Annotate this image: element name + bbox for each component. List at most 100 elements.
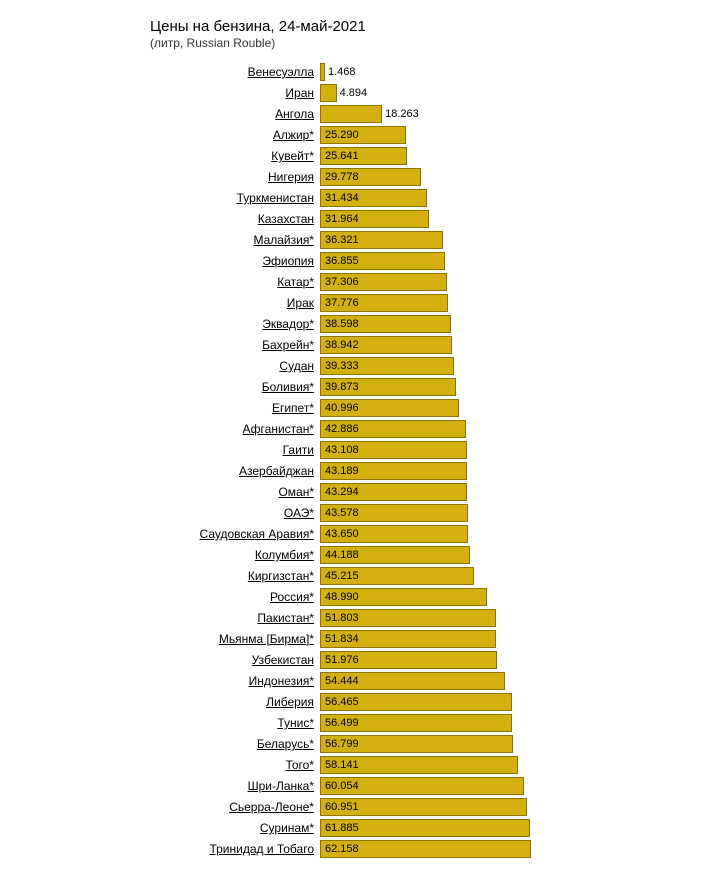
country-link[interactable]: Гаити: [283, 443, 314, 457]
chart-title: Цены на бензина, 24-май-2021: [150, 18, 714, 35]
bar: 45.215: [320, 567, 474, 585]
country-link[interactable]: Россия*: [270, 590, 314, 604]
bar-cell: 36.855: [320, 252, 660, 270]
row-label-cell: Того*: [10, 758, 320, 772]
bar: 39.873: [320, 378, 456, 396]
country-link[interactable]: Ирак: [287, 296, 314, 310]
bar-cell: 29.778: [320, 168, 660, 186]
bar-value: 4.894: [340, 87, 368, 99]
bar-cell: 60.951: [320, 798, 660, 816]
bar: 31.434: [320, 189, 427, 207]
bar-cell: 58.141: [320, 756, 660, 774]
country-link[interactable]: Пакистан*: [257, 611, 314, 625]
bar-cell: 1.468: [320, 63, 660, 81]
bar-value: 43.578: [325, 507, 359, 519]
chart-container: Цены на бензина, 24-май-2021 (литр, Russ…: [0, 0, 724, 870]
country-link[interactable]: Оман*: [278, 485, 314, 499]
country-link[interactable]: Саудовская Аравия*: [200, 527, 314, 541]
country-link[interactable]: Азербайджан: [239, 464, 314, 478]
chart-row: Судан 39.333: [10, 356, 714, 376]
bar: 40.996: [320, 399, 459, 417]
chart-row: Казахстан 31.964: [10, 209, 714, 229]
bar-value: 36.855: [325, 255, 359, 267]
country-link[interactable]: Шри-Ланка*: [248, 779, 314, 793]
country-link[interactable]: Нигерия: [268, 170, 314, 184]
country-link[interactable]: Катар*: [277, 275, 314, 289]
country-link[interactable]: Венесуэлла: [248, 65, 314, 79]
country-link[interactable]: Индонезия*: [249, 674, 314, 688]
country-link[interactable]: Киргизстан*: [248, 569, 314, 583]
bar-value: 43.650: [325, 528, 359, 540]
country-link[interactable]: Того*: [285, 758, 314, 772]
country-link[interactable]: Иран: [285, 86, 314, 100]
bar: 38.942: [320, 336, 452, 354]
bar: 61.885: [320, 819, 530, 837]
bar: 56.465: [320, 693, 512, 711]
bar-value: 43.108: [325, 444, 359, 456]
country-link[interactable]: Эфиопия: [262, 254, 314, 268]
country-link[interactable]: Афганистан*: [243, 422, 314, 436]
bar: 1.468: [320, 63, 325, 81]
country-link[interactable]: Сьерра-Леоне*: [229, 800, 314, 814]
country-link[interactable]: Малайзия*: [253, 233, 314, 247]
country-link[interactable]: Ангола: [275, 107, 314, 121]
country-link[interactable]: Алжир*: [273, 128, 314, 142]
row-label-cell: Судан: [10, 359, 320, 373]
chart-row: Эфиопия 36.855: [10, 251, 714, 271]
bar-cell: 51.976: [320, 651, 660, 669]
country-link[interactable]: Бахрейн*: [262, 338, 314, 352]
chart-row: Боливия* 39.873: [10, 377, 714, 397]
bar-value: 25.641: [325, 150, 359, 162]
row-label-cell: Нигерия: [10, 170, 320, 184]
bar-value: 62.158: [325, 843, 359, 855]
bar: 56.799: [320, 735, 513, 753]
country-link[interactable]: Судан: [279, 359, 314, 373]
chart-row: Эквадор*38.598: [10, 314, 714, 334]
chart-row: Ангола 18.263: [10, 104, 714, 124]
country-link[interactable]: Казахстан: [258, 212, 314, 226]
bar-value: 48.990: [325, 591, 359, 603]
country-link[interactable]: Либерия: [266, 695, 314, 709]
country-link[interactable]: Беларусь*: [257, 737, 314, 751]
bar-cell: 62.158: [320, 840, 660, 858]
bar-cell: 36.321: [320, 231, 660, 249]
country-link[interactable]: Тринидад и Тобаго: [209, 842, 314, 856]
chart-row: Индонезия*54.444: [10, 671, 714, 691]
row-label-cell: Ирак: [10, 296, 320, 310]
country-link[interactable]: Колумбия*: [255, 548, 314, 562]
bar: 44.188: [320, 546, 470, 564]
country-link[interactable]: Египет*: [272, 401, 314, 415]
chart-row: Того* 58.141: [10, 755, 714, 775]
chart-row: Киргизстан* 45.215: [10, 566, 714, 586]
bar: 29.778: [320, 168, 421, 186]
bar-value: 51.803: [325, 612, 359, 624]
country-link[interactable]: Тунис*: [277, 716, 314, 730]
bar-cell: 56.499: [320, 714, 660, 732]
country-link[interactable]: Кувейт*: [271, 149, 314, 163]
bar-cell: 44.188: [320, 546, 660, 564]
bar-cell: 51.803: [320, 609, 660, 627]
bar-cell: 43.189: [320, 462, 660, 480]
chart-row: Мьянма [Бирма]*51.834: [10, 629, 714, 649]
bar-cell: 39.333: [320, 357, 660, 375]
bar: 43.650: [320, 525, 468, 543]
country-link[interactable]: Боливия*: [262, 380, 314, 394]
bar-cell: 43.294: [320, 483, 660, 501]
bar-value: 60.054: [325, 780, 359, 792]
row-label-cell: Оман*: [10, 485, 320, 499]
chart-row: Либерия 56.465: [10, 692, 714, 712]
chart-row: Малайзия* 36.321: [10, 230, 714, 250]
row-label-cell: Алжир*: [10, 128, 320, 142]
bar: 42.886: [320, 420, 466, 438]
country-link[interactable]: Туркменистан: [237, 191, 314, 205]
row-label-cell: Эквадор*: [10, 317, 320, 331]
country-link[interactable]: Эквадор*: [262, 317, 314, 331]
country-link[interactable]: Суринам*: [260, 821, 314, 835]
bar-value: 25.290: [325, 129, 359, 141]
row-label-cell: Саудовская Аравия*: [10, 527, 320, 541]
bar-value: 37.776: [325, 297, 359, 309]
country-link[interactable]: Узбекистан: [252, 653, 314, 667]
row-label-cell: Иран: [10, 86, 320, 100]
country-link[interactable]: Мьянма [Бирма]*: [219, 632, 314, 646]
country-link[interactable]: ОАЭ*: [284, 506, 314, 520]
